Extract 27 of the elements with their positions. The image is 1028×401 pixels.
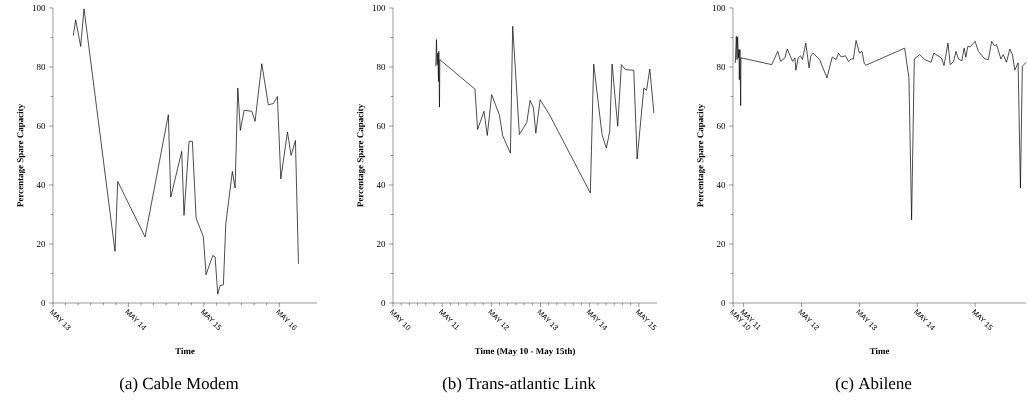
y-tick-label: 0 — [41, 299, 46, 307]
x-axis-title: Time (May 10 - May 15th) — [474, 347, 575, 356]
y-tick-label: 80 — [376, 63, 386, 71]
y-tick-label: 100 — [32, 4, 46, 12]
y-tick-label: 100 — [712, 4, 726, 12]
text: (b) Trans-atlantic Link — [442, 377, 596, 393]
y-tick-label: 40 — [36, 181, 46, 189]
x-axis-title: Time — [869, 347, 890, 355]
y-tick-label: 40 — [716, 181, 726, 189]
y-axis-title: Percentage Spare Capacity — [697, 103, 706, 207]
y-tick-label: 0 — [721, 299, 726, 307]
y-tick-label: 80 — [36, 63, 46, 71]
y-tick-label: 80 — [716, 63, 726, 71]
y-tick-label: 40 — [376, 181, 386, 189]
x-axis-title: Time — [175, 347, 195, 355]
y-tick-label: 0 — [381, 299, 386, 307]
text: (c) Abilene — [835, 377, 912, 393]
text: (a) Cable Modem — [120, 377, 239, 393]
y-tick-label: 20 — [36, 240, 46, 248]
y-tick-label: 60 — [716, 122, 726, 130]
y-tick-label: 20 — [376, 240, 386, 248]
y-tick-label: 60 — [376, 122, 386, 130]
y-tick-label: 60 — [36, 122, 46, 130]
y-tick-label: 20 — [716, 240, 726, 248]
y-tick-label: 100 — [372, 4, 386, 12]
y-axis-title: Percentage Spare Capacity — [357, 103, 366, 207]
y-axis-title: Percentage Spare Capacity — [16, 103, 26, 207]
